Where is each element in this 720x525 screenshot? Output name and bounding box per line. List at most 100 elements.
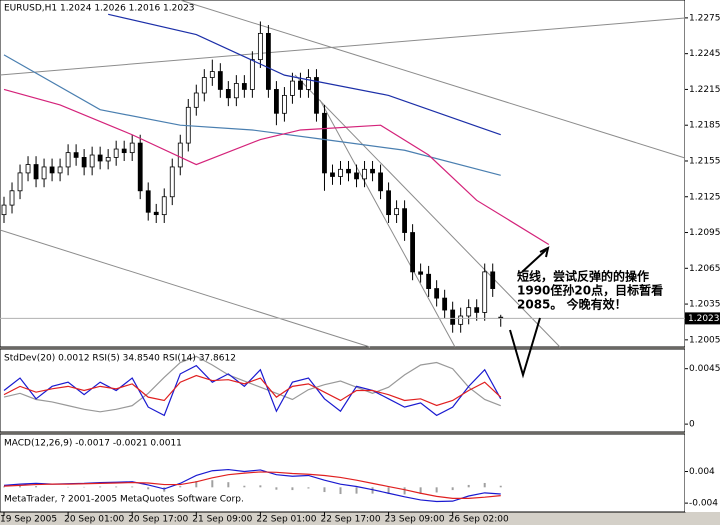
arrows bbox=[509, 246, 550, 379]
candle-body bbox=[17, 172, 23, 192]
annotation: 1990侄孙20点，目标暂看 bbox=[517, 283, 663, 298]
candle-body bbox=[410, 232, 416, 273]
x-tick-label: 22 Sep 17:00 bbox=[320, 515, 380, 525]
candle-body bbox=[322, 112, 327, 174]
candle-body bbox=[354, 172, 359, 180]
y-tick-label: 0.0045 bbox=[689, 364, 720, 374]
x-tick-label: 22 Sep 01:00 bbox=[256, 515, 316, 525]
candle-body bbox=[298, 80, 303, 90]
candle-body bbox=[225, 89, 231, 99]
candle-body bbox=[490, 271, 496, 289]
indicator-line bbox=[3, 355, 501, 413]
candle-body bbox=[137, 142, 143, 192]
candle-body bbox=[209, 71, 215, 78]
candle-body bbox=[402, 208, 407, 233]
candle-body bbox=[386, 190, 391, 216]
candle-body bbox=[394, 208, 399, 216]
x-tick-label: 19 Sep 2005 bbox=[0, 515, 57, 525]
candle-body bbox=[274, 89, 279, 114]
x-tick-label: 21 Sep 09:00 bbox=[192, 515, 252, 525]
candle-body bbox=[370, 168, 375, 174]
indicator-line bbox=[3, 374, 502, 407]
candle-body bbox=[65, 152, 71, 168]
trend-line bbox=[0, 17, 686, 76]
annotation: 2085。 今晚有效！ bbox=[517, 297, 627, 312]
y-tick-label: 1.2245 bbox=[689, 49, 720, 59]
x-tick-label: 23 Sep 09:00 bbox=[385, 515, 445, 525]
indicator-line bbox=[3, 88, 550, 245]
candle-body bbox=[89, 154, 95, 168]
candle-body bbox=[233, 83, 239, 99]
candle-body bbox=[426, 273, 432, 289]
x-tick-label: 26 Sep 02:00 bbox=[449, 515, 509, 525]
candle-body bbox=[458, 315, 464, 325]
candle-body bbox=[362, 168, 367, 180]
chart-title: EURUSD,H1 1.2024 1.2026 1.2016 1.2023 bbox=[4, 4, 195, 14]
candle-body bbox=[57, 166, 63, 174]
trend-line bbox=[179, 0, 686, 159]
y-tick-label: 1.2275 bbox=[689, 13, 720, 23]
candle-body bbox=[81, 157, 87, 168]
trend-lines bbox=[0, 0, 686, 348]
candle-body bbox=[153, 211, 159, 216]
indicator-line bbox=[108, 13, 501, 136]
y-tick-label: 0 bbox=[689, 420, 695, 430]
candle-body bbox=[97, 154, 103, 162]
candle-body bbox=[177, 142, 183, 168]
last-price-box bbox=[685, 312, 720, 325]
candle-body bbox=[241, 83, 247, 90]
y-tick-label: -0.004 bbox=[689, 499, 718, 509]
candle-body bbox=[306, 77, 311, 90]
candle-body bbox=[442, 297, 448, 311]
candle-body bbox=[193, 92, 199, 108]
candle-body bbox=[129, 142, 135, 154]
y-tick-label: 1.2095 bbox=[689, 228, 720, 238]
indicator-line bbox=[3, 471, 501, 499]
candle-body bbox=[466, 307, 472, 317]
candle-body bbox=[450, 309, 456, 325]
indicator-panel bbox=[0, 348, 686, 433]
y-tick-label: 0.004 bbox=[689, 467, 715, 477]
y-tick-label: 1.2185 bbox=[689, 121, 720, 131]
arrow-head bbox=[539, 246, 550, 258]
indicator-line bbox=[3, 54, 501, 176]
candle-body bbox=[314, 77, 319, 114]
candle-body bbox=[105, 157, 111, 162]
candle-body bbox=[434, 288, 440, 299]
candle-body bbox=[113, 148, 119, 158]
candle-body bbox=[201, 77, 207, 94]
y-tick-label: 1.2005 bbox=[689, 335, 720, 345]
candle-body bbox=[169, 166, 175, 198]
candle-body bbox=[474, 307, 480, 313]
arrow bbox=[521, 249, 547, 273]
x-tick-label: 20 Sep 17:00 bbox=[128, 515, 188, 525]
macd-title: MACD(12,26,9) -0.0017 -0.0021 0.0011 bbox=[4, 439, 182, 449]
trend-line bbox=[294, 74, 561, 348]
trend-line bbox=[0, 229, 371, 348]
candle-body bbox=[249, 59, 255, 90]
candle-body bbox=[73, 152, 79, 158]
candle-body bbox=[9, 190, 15, 206]
candle-body bbox=[161, 196, 167, 216]
v-arrow bbox=[509, 317, 541, 379]
y-tick-label: 1.2035 bbox=[689, 300, 720, 310]
candle-body bbox=[282, 94, 287, 114]
annotation: 短线，尝试反弹的的操作 bbox=[517, 269, 649, 284]
candle-body bbox=[257, 32, 263, 61]
y-tick-label: 1.2125 bbox=[689, 192, 720, 202]
candle-body bbox=[145, 190, 151, 213]
y-tick-label: 1.2215 bbox=[689, 85, 720, 95]
copyright: MetaTrader, ? 2001-2005 MetaQuotes Softw… bbox=[4, 495, 244, 505]
candle-body bbox=[49, 166, 55, 174]
x-tick-label: 20 Sep 01:00 bbox=[64, 515, 124, 525]
candle-body bbox=[338, 168, 343, 177]
plot-layer bbox=[0, 13, 685, 503]
candle-body bbox=[121, 148, 127, 154]
candle-body bbox=[25, 164, 31, 174]
candle-body bbox=[217, 71, 223, 90]
indicator-title: StdDev(20) 0.0012 RSI(5) 34.8540 RSI(14)… bbox=[4, 354, 236, 364]
y-tick-label: 1.2065 bbox=[689, 264, 720, 274]
candle-body bbox=[330, 172, 335, 177]
